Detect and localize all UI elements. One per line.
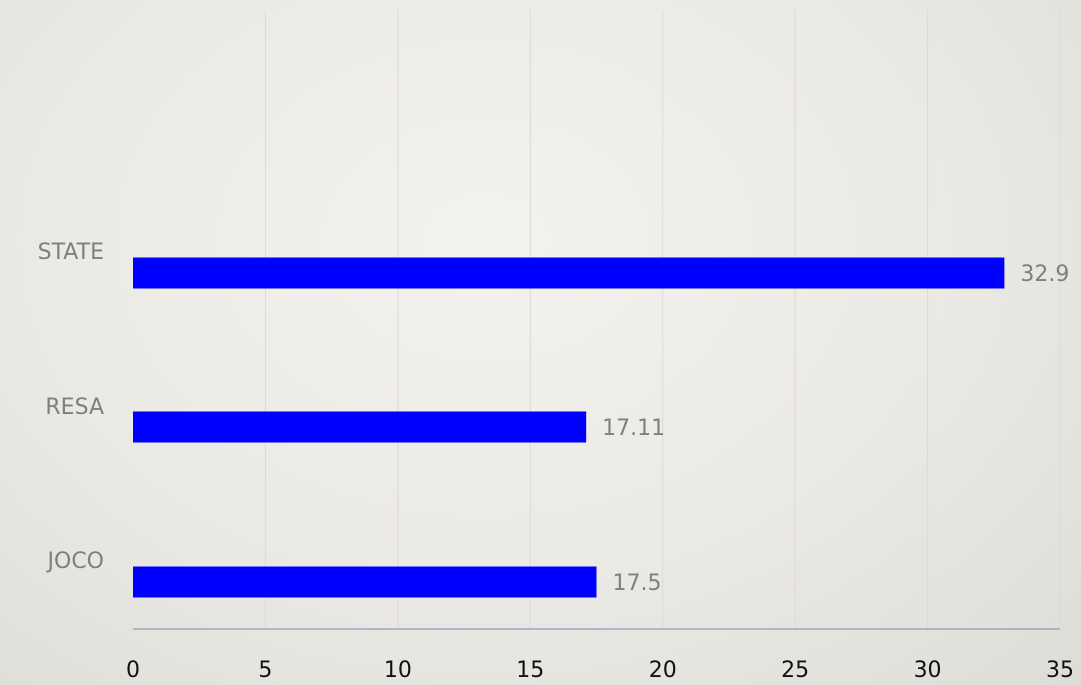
bar-joco [133, 566, 597, 598]
x-tick-labels: 0 5 10 15 20 25 30 35 [126, 658, 1074, 683]
category-label-resa: RESA [45, 395, 104, 420]
x-tick-label-2: 10 [384, 658, 412, 683]
x-tick-label-7: 35 [1046, 658, 1074, 683]
data-label-resa: 17.11 [602, 416, 665, 441]
x-tick-label-5: 25 [781, 658, 809, 683]
category-label-state: STATE [38, 240, 104, 265]
x-tick-label-0: 0 [126, 658, 140, 683]
bar-resa [133, 411, 587, 443]
data-labels: 32.9 17.11 17.5 [602, 262, 1069, 596]
category-label-joco: JOCO [46, 549, 104, 574]
x-tick-label-1: 5 [258, 658, 272, 683]
gridlines [264, 10, 1061, 629]
category-labels: STATE RESA JOCO [38, 240, 104, 574]
bars [133, 257, 1005, 598]
x-tick-label-4: 20 [649, 658, 677, 683]
data-label-joco: 17.5 [613, 571, 662, 596]
x-tick-label-6: 30 [914, 658, 942, 683]
data-label-state: 32.9 [1020, 262, 1069, 287]
bar-state [133, 257, 1005, 289]
x-tick-label-3: 15 [516, 658, 544, 683]
